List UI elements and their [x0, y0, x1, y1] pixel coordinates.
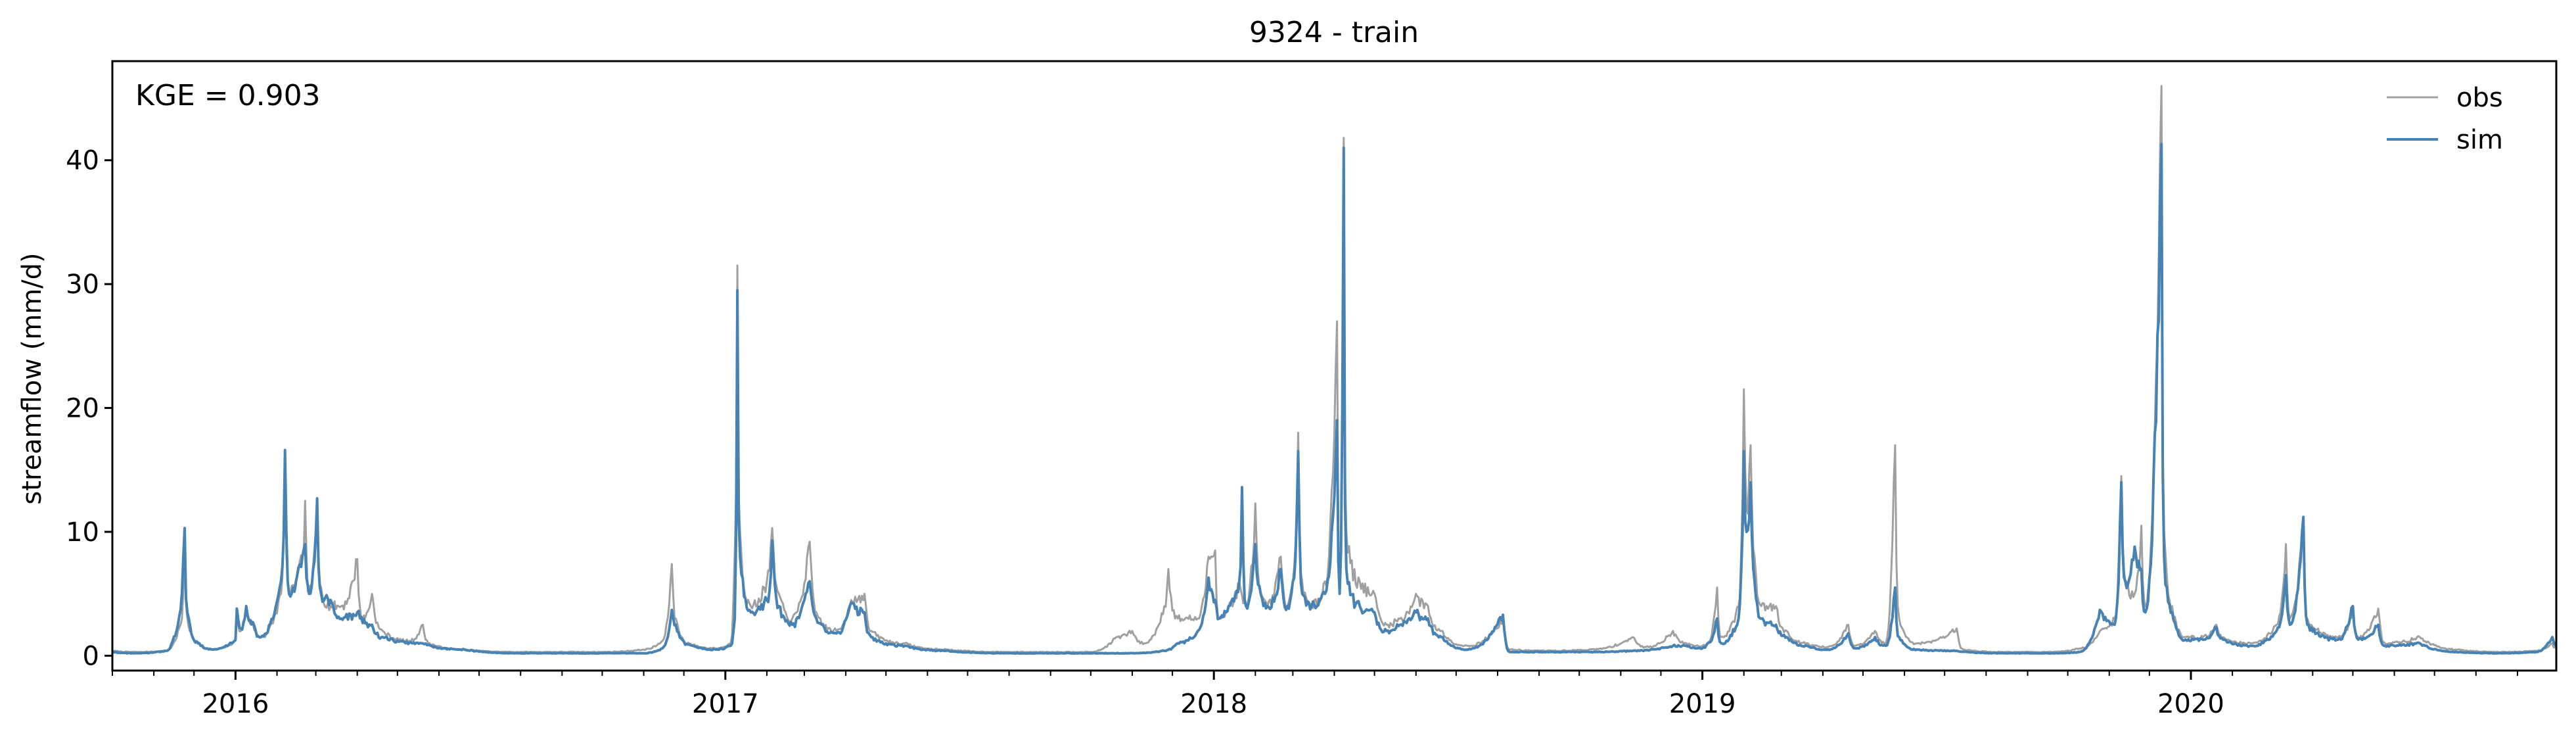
y-axis-label: streamflow (mm/d): [17, 252, 47, 504]
legend-label-obs: obs: [2456, 83, 2503, 113]
x-axis: 2016 2017 2018 2019 2020: [112, 671, 2518, 719]
y-tick-label: 20: [66, 394, 99, 424]
series-layer: [112, 85, 2558, 655]
y-tick-label: 40: [66, 146, 99, 176]
legend-label-sim: sim: [2456, 125, 2503, 155]
y-axis: 0 10 20 30 40: [66, 146, 112, 671]
plot-area: 0 10 20 30 40 2016 2017 2018 2019 2020 KGE = 0.9…: [66, 60, 2558, 719]
x-tick-label: 2020: [2157, 689, 2224, 719]
x-tick-label: 2016: [202, 689, 269, 719]
kge-annotation: KGE = 0.903: [135, 79, 321, 112]
chart-title: 9324 - train: [1249, 16, 1419, 49]
x-tick-label: 2017: [692, 689, 759, 719]
x-tick-label: 2019: [1669, 689, 1736, 719]
series-line-sim: [112, 143, 2558, 655]
y-tick-label: 10: [66, 517, 99, 548]
y-tick-label: 30: [66, 270, 99, 300]
legend: obs sim: [2387, 83, 2503, 155]
y-tick-label: 0: [83, 641, 99, 671]
x-tick-label: 2018: [1180, 689, 1247, 719]
